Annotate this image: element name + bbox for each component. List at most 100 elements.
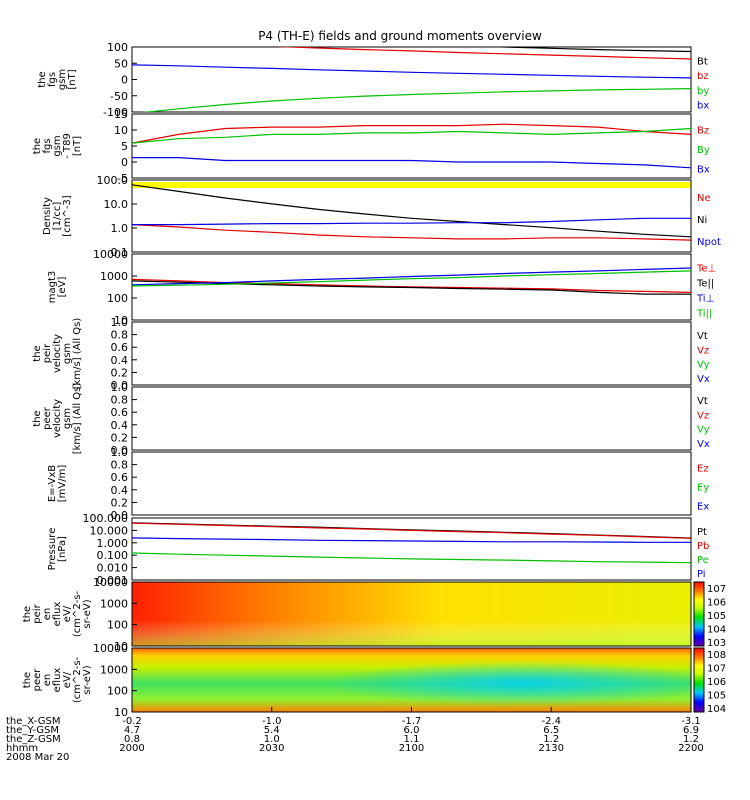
y-tick-label: 1000 [100,270,128,283]
legend-Pe: Pe [697,555,709,566]
y-tick-label: -50 [110,90,128,103]
y-axis-label: the [22,672,33,688]
legend-Vy: Vy [697,360,710,371]
y-tick-label: 10 [114,706,128,719]
x-tick-label: 2000 [119,743,144,754]
legend-Bz: Bz [697,126,709,137]
colorbar-tick-label: 105 [707,691,726,702]
legend-Pt: Pt [697,527,707,538]
y-axis-label: eV/ [62,671,73,688]
x-axis-row-label: the_Y-GSM [6,725,59,736]
series-line-Te⊥ [132,278,691,293]
panel-frame [131,253,692,321]
x-tick-label: -2.4 [541,716,561,727]
series-line-bx [132,64,691,79]
y-axis-label: eflux [52,668,63,693]
y-tick-label: 0.2 [111,431,129,444]
series-line-Ni [132,184,691,238]
y-tick-label: 0.4 [111,354,129,367]
x-tick-label: 2100 [399,743,424,754]
y-axis-label: fgs [42,138,53,153]
x-tick-label: 0.8 [124,734,140,745]
x-tick-label: 6.0 [404,725,420,736]
y-axis-label: Pressure [47,528,58,571]
panel-temperature: 10000 1000 100 10 magt3 [eV] Te⊥ Te|| Ti⊥ Ti|| [47,248,716,327]
y-axis-label: the [37,71,48,87]
y-tick-label: 0.4 [111,419,129,432]
y-axis-label: [nT] [67,69,78,89]
y-axis-label: [cm^-3] [62,195,73,236]
panel-peer-eflux: 10000 1000 100 10 the peer en eflux eV/(cm^2-s-s… [22,642,726,719]
x-tick-label: 1.2 [543,734,559,745]
y-tick-label: 1.0 [111,381,129,394]
series-line-Npot [132,217,691,226]
series-line-Ti⊥ [132,267,691,286]
y-tick-label: 0 [121,156,128,169]
plot-title: P4 (TH-E) fields and ground moments over… [258,29,542,43]
x-tick-label: 1.1 [404,734,420,745]
panel-frame [131,451,692,516]
series-line-by [141,88,691,112]
y-axis-label: [km/s] (All Qs) [72,318,83,390]
panel-frame [131,321,692,386]
y-axis-label: en [42,674,53,687]
y-axis-label: en [42,608,53,621]
y-tick-label: 0.8 [111,394,129,407]
y-axis-label: [nPa] [57,536,68,562]
y-tick-label: 100.0 [97,174,129,187]
y-axis-label: the [32,345,43,361]
y-axis-label: magt3 [47,271,58,304]
y-tick-label: 0.100 [97,549,129,562]
y-tick-label: 100 [107,41,128,54]
y-tick-label: -5 [117,172,128,185]
x-tick-label: 2030 [259,743,284,754]
series-line-Te|| [132,280,691,295]
y-axis-label: [mV/m] [57,465,68,503]
legend-Vx: Vx [697,439,710,450]
y-tick-label: 10 [114,314,128,327]
y-tick-label: 1.0 [111,316,129,329]
y-tick-label: 10000 [93,576,128,589]
legend-Ex: Ex [697,502,709,513]
x-tick-label: -3.1 [681,716,701,727]
x-axis-row-label: the_Z-GSM [6,734,61,745]
colorbar [693,581,705,647]
y-axis-label: gsm [57,69,68,90]
x-tick-label: 2200 [678,743,703,754]
y-axis-label: velocity [52,399,63,438]
colorbar-tick-label: 103 [707,638,726,649]
legend-Pi: Pi [697,569,706,580]
y-axis-label: fgs [47,72,58,87]
x-tick-label: 5.4 [264,725,280,736]
panel-frame [131,517,692,581]
x-tick-label: 1.0 [264,734,280,745]
x-tick-label: 6.9 [683,725,699,736]
y-tick-label: 0.1 [111,246,129,259]
panel-fgs-gsm-t89: 15 10 5 0 -5 the fgs gsm - T89 [nT] Bz By Bx [32,108,710,185]
y-axis-label: eV/ [62,605,73,622]
y-axis-label: sr-eV) [82,665,93,694]
legend-Ne: Ne [697,193,711,204]
y-axis-label: peir [42,343,53,363]
y-axis-label: velocity [52,334,63,373]
y-axis-label: [1/cc] [52,202,63,231]
y-axis-label: the [32,410,43,426]
legend-Ni: Ni [697,215,707,226]
panel-density: 100.0 10.0 1.0 0.1 Density [1/cc] [cm^-3] Ne Ni N… [42,174,721,259]
y-tick-label: 10 [114,640,128,653]
series-line-Bx [132,157,691,169]
colorbar [693,647,705,713]
panel-frame [131,581,692,647]
series-line-Ti|| [132,270,691,287]
y-tick-label: 0.4 [111,484,129,497]
legend-Vy: Vy [697,425,710,436]
y-tick-label: 10 [114,124,128,137]
density-flag-band [132,182,691,188]
y-tick-label: 100 [107,685,128,698]
y-axis-label: the [22,606,33,622]
spectrogram-peer-core [132,648,691,712]
y-tick-label: 1000 [100,663,128,676]
x-tick-label: 6.5 [543,725,559,736]
